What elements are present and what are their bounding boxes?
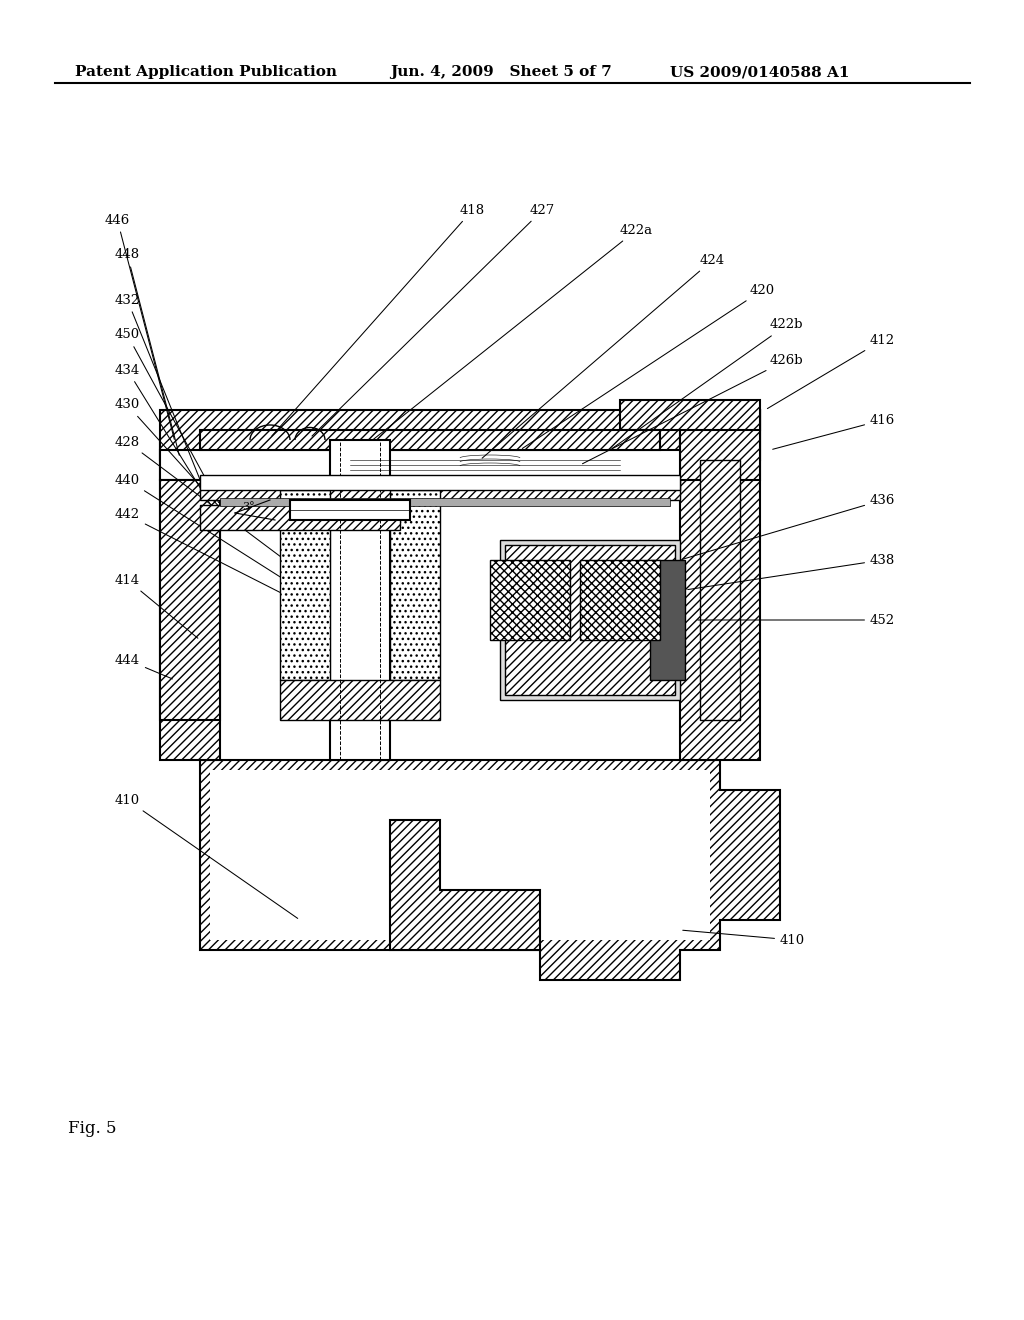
Bar	[160, 411, 760, 459]
Text: 418: 418	[271, 203, 485, 436]
Text: 440: 440	[115, 474, 283, 578]
Bar	[200, 506, 400, 531]
Bar	[290, 500, 410, 520]
Text: 438: 438	[688, 553, 895, 590]
Text: 424: 424	[482, 253, 725, 458]
Bar	[580, 560, 660, 640]
Text: 414: 414	[115, 573, 198, 639]
Text: 428: 428	[115, 436, 283, 558]
Bar	[280, 680, 440, 719]
Text: 452: 452	[697, 614, 895, 627]
Polygon shape	[200, 760, 780, 979]
Text: 446: 446	[104, 214, 174, 440]
Polygon shape	[390, 820, 540, 950]
Polygon shape	[500, 540, 680, 700]
Text: 442: 442	[115, 508, 293, 599]
Text: 3°: 3°	[242, 502, 255, 512]
Text: Fig. 5: Fig. 5	[68, 1119, 117, 1137]
Text: 427: 427	[312, 203, 555, 436]
Text: Patent Application Publication: Patent Application Publication	[75, 65, 337, 79]
Bar	[680, 411, 760, 760]
Bar	[650, 560, 685, 680]
Text: 422b: 422b	[612, 318, 804, 449]
Text: 416: 416	[773, 413, 895, 449]
Bar	[160, 450, 680, 480]
Bar	[505, 545, 675, 696]
Text: 426b: 426b	[583, 354, 804, 463]
Text: 410: 410	[115, 793, 298, 919]
Bar	[620, 400, 760, 430]
Text: 420: 420	[522, 284, 775, 449]
Bar	[700, 459, 740, 719]
Bar	[220, 498, 670, 506]
Text: 436: 436	[683, 494, 895, 560]
Text: 450: 450	[115, 329, 219, 503]
Text: Jun. 4, 2009   Sheet 5 of 7: Jun. 4, 2009 Sheet 5 of 7	[390, 65, 611, 79]
Bar	[200, 430, 660, 450]
Bar	[160, 480, 220, 719]
Text: 410: 410	[683, 931, 805, 946]
Bar	[330, 440, 390, 760]
Text: 412: 412	[767, 334, 895, 409]
Text: 422a: 422a	[362, 223, 653, 449]
Bar	[200, 475, 680, 490]
Text: 430: 430	[115, 399, 239, 528]
Bar	[680, 411, 760, 480]
Bar	[210, 770, 710, 940]
Bar	[490, 560, 570, 640]
Text: 448: 448	[115, 248, 179, 455]
Bar	[280, 490, 330, 680]
Text: 434: 434	[115, 363, 218, 517]
Bar	[200, 480, 680, 500]
Text: 444: 444	[115, 653, 172, 678]
Text: US 2009/0140588 A1: US 2009/0140588 A1	[670, 65, 850, 79]
Text: 432: 432	[115, 293, 204, 490]
Bar	[160, 440, 220, 760]
Bar	[390, 490, 440, 680]
